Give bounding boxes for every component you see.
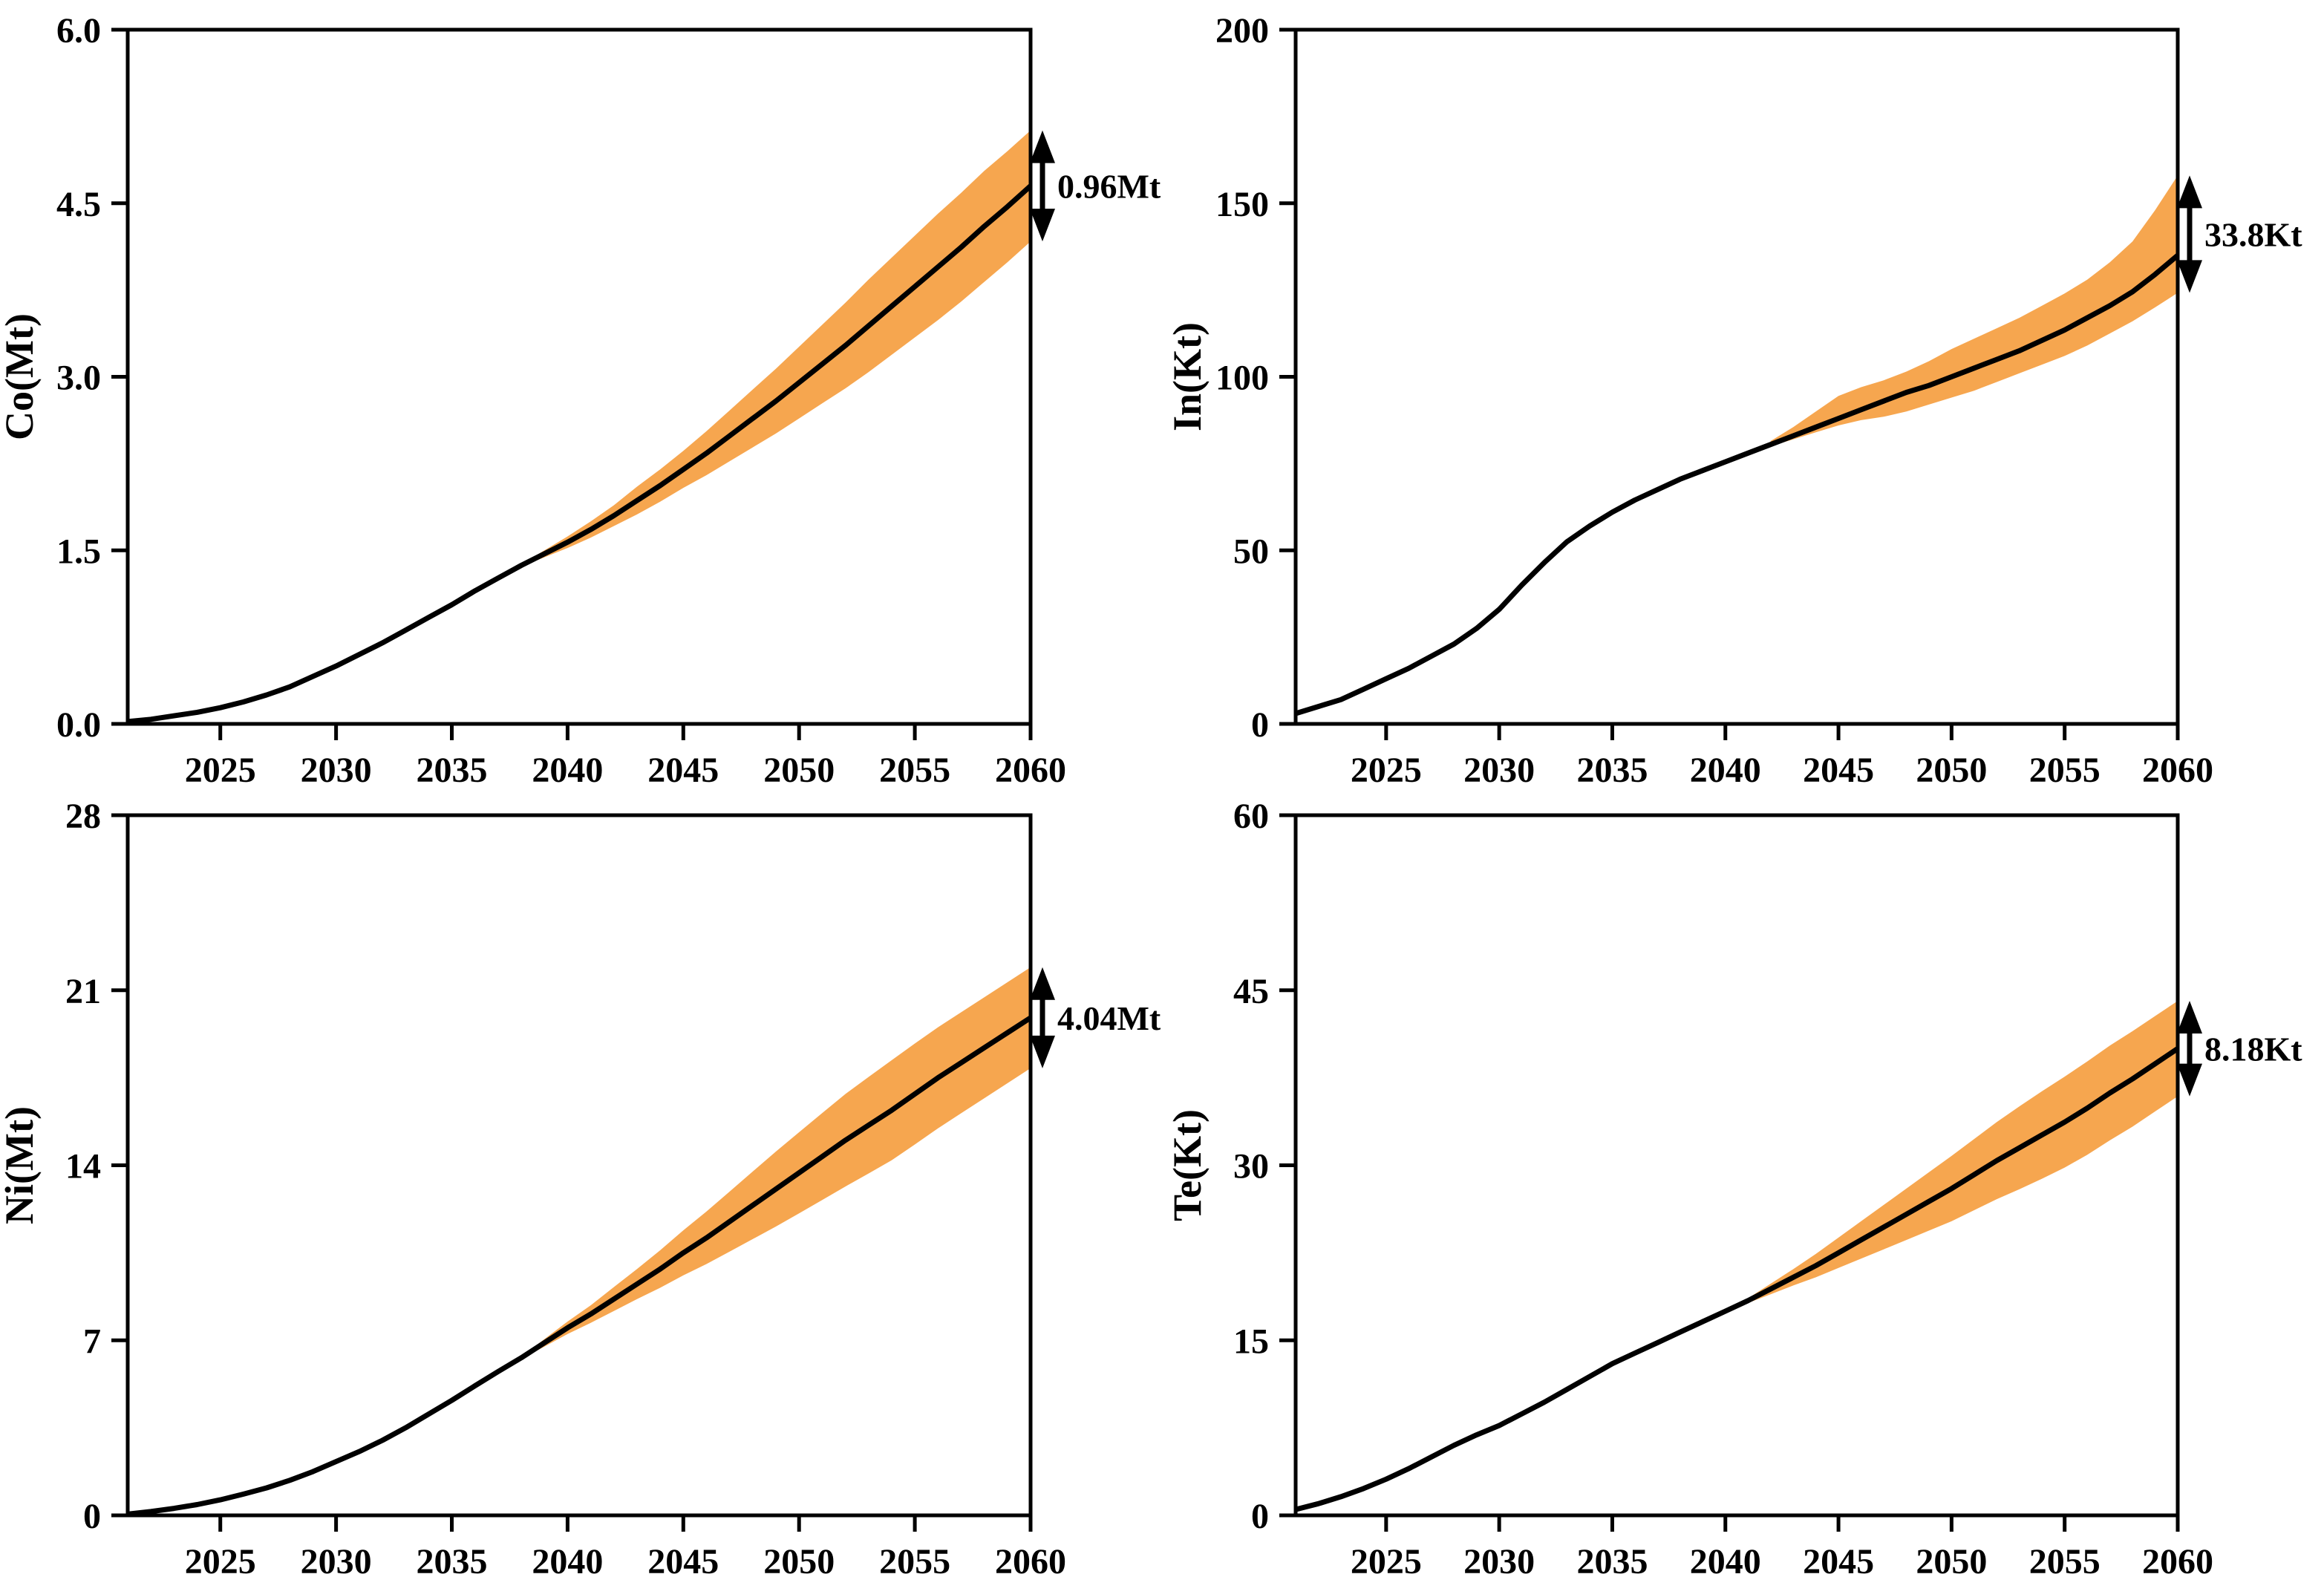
te-ytick-label: 15: [1233, 1322, 1269, 1361]
in-annotation-label: 33.8Kt: [2204, 215, 2302, 253]
arrow-up-icon: [1030, 967, 1055, 1000]
ni-xtick-label: 2060: [995, 1542, 1066, 1574]
co-ytick-label: 0.0: [56, 705, 101, 745]
in-ytick-label: 200: [1215, 11, 1269, 50]
ni-ytick-label: 21: [65, 972, 101, 1011]
co-chart: 0.0 1.5 3.0 4.5 6.0 2025 2030 2035 2040 2045 2050 2…: [0, 11, 1161, 790]
te-annotation-label: 8.18Kt: [2204, 1030, 2302, 1068]
co-plot-frame: [125, 27, 1033, 726]
in-ytick-label: 50: [1233, 532, 1269, 571]
in-xtick-label: 2030: [1463, 751, 1535, 790]
ni-xtick-label: 2040: [532, 1542, 603, 1574]
in-axis-label: In(Kt): [1165, 322, 1210, 431]
co-ytick-label: 6.0: [56, 11, 101, 50]
co-forecast-line: [127, 183, 1033, 725]
ni-xtick-label: 2025: [185, 1542, 256, 1574]
arrow-down-icon: [1030, 1035, 1055, 1068]
co-ytick-label: 3.0: [56, 359, 101, 398]
ni-xtick-label: 2030: [301, 1542, 372, 1574]
in-forecast-line: [1294, 253, 2180, 716]
in-ytick-label: 150: [1215, 185, 1269, 224]
co-axis-label: Co(Mt): [0, 313, 42, 440]
te-forecast-line: [1295, 1046, 2179, 1512]
in-xtick-label: 2045: [1803, 751, 1874, 790]
arrow-down-icon: [1030, 209, 1055, 242]
in-ytick-label: 0: [1251, 705, 1269, 745]
co-xtick-label: 2045: [647, 751, 719, 790]
te-uncertainty-annotation: 8.18Kt: [2177, 1001, 2302, 1097]
co-xtick-label: 2055: [879, 751, 950, 790]
te-ytick-label: 60: [1233, 797, 1269, 836]
in-xtick-label: 2025: [1351, 751, 1422, 790]
ni-ytick-label: 0: [83, 1497, 101, 1536]
te-xtick-label: 2060: [2142, 1542, 2213, 1574]
ni-xtick-label: 2050: [763, 1542, 835, 1574]
te-xtick-label: 2025: [1351, 1542, 1422, 1574]
ni-axis-label: Ni(Mt): [0, 1106, 42, 1224]
arrow-up-icon: [1030, 130, 1055, 163]
ni-forecast-line: [127, 1015, 1032, 1517]
co-ytick-label: 4.5: [56, 185, 101, 224]
arrow-down-icon: [2177, 1063, 2202, 1097]
in-xtick-label: 2035: [1576, 751, 1648, 790]
arrow-up-icon: [2177, 1001, 2202, 1034]
te-ytick-label: 30: [1233, 1147, 1269, 1186]
ni-uncertainty-band: [521, 967, 1031, 1359]
co-xtick-label: 2035: [417, 751, 488, 790]
in-uncertainty-annotation: 33.8Kt: [2177, 175, 2302, 293]
ni-uncertainty-annotation: 4.04Mt: [1030, 967, 1161, 1068]
ni-xtick-label: 2035: [417, 1542, 488, 1574]
co-annotation-label: 0.96Mt: [1057, 167, 1161, 205]
arrow-up-icon: [2177, 175, 2202, 209]
arrow-down-icon: [2177, 260, 2202, 293]
te-xtick-label: 2055: [2029, 1542, 2101, 1574]
te-xtick-label: 2030: [1463, 1542, 1535, 1574]
co-xtick-label: 2050: [763, 751, 835, 790]
co-xtick-label: 2025: [185, 751, 256, 790]
te-xtick-label: 2050: [1916, 1542, 1987, 1574]
co-ytick-label: 1.5: [56, 532, 101, 571]
in-xtick-label: 2055: [2029, 751, 2101, 790]
ni-ytick-label: 7: [83, 1322, 101, 1361]
in-plot-frame: [1293, 27, 2180, 726]
ni-plot-frame: [125, 813, 1033, 1518]
co-uncertainty-band: [521, 130, 1031, 567]
in-uncertainty-band: [1770, 175, 2178, 446]
ni-ytick-label: 14: [65, 1147, 101, 1186]
te-ytick-label: 0: [1251, 1497, 1269, 1536]
ni-xtick-label: 2055: [879, 1542, 950, 1574]
ni-annotation-label: 4.04Mt: [1057, 999, 1161, 1037]
co-xtick-label: 2040: [532, 751, 603, 790]
co-xtick-label: 2030: [301, 751, 372, 790]
te-uncertainty-band: [1725, 1001, 2178, 1312]
co-xtick-label: 2060: [995, 751, 1066, 790]
te-xtick-label: 2040: [1690, 1542, 1761, 1574]
te-axis-label: Te(Kt): [1165, 1109, 1210, 1221]
te-xtick-label: 2035: [1576, 1542, 1648, 1574]
in-xtick-label: 2050: [1916, 751, 1987, 790]
in-chart: 0 50 100 150 200 2025 2030 2035 2040 2045 2050 2055…: [1165, 11, 2302, 790]
in-xtick-label: 2060: [2142, 751, 2213, 790]
co-uncertainty-annotation: 0.96Mt: [1030, 130, 1161, 242]
te-ytick-label: 45: [1233, 972, 1269, 1011]
ni-chart: 0 7 14 21 28 2025 2030 2035 2040 2045 2050 2055 2060…: [0, 797, 1161, 1574]
in-xtick-label: 2040: [1690, 751, 1761, 790]
te-chart: 0 15 30 45 60 2025 2030 2035 2040 2045 2050 2055 206…: [1165, 797, 2302, 1574]
ni-ytick-label: 28: [65, 797, 101, 836]
ni-xtick-label: 2045: [647, 1542, 719, 1574]
in-ytick-label: 100: [1215, 359, 1269, 398]
te-xtick-label: 2045: [1803, 1542, 1874, 1574]
